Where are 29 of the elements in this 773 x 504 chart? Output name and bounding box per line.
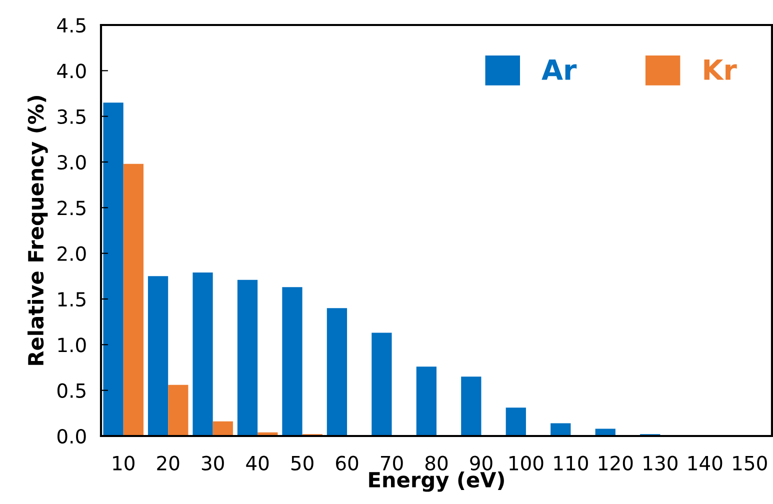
y-tick-label: 1.5: [58, 292, 86, 307]
y-tick-label: 2.0: [58, 246, 86, 261]
y-tick-label: 0.0: [57, 428, 86, 444]
legend-label: Kr: [704, 60, 737, 80]
x-tick-label: 100: [510, 456, 544, 470]
x-tick-label: 40: [246, 456, 269, 470]
x-tick-label: 60: [336, 456, 358, 470]
y-tick-label: 3.5: [58, 109, 86, 124]
x-tick-label: 120: [599, 456, 633, 470]
x-tick-label: 20: [157, 456, 180, 470]
y-tick-label: 1.0: [58, 338, 86, 352]
x-tick-label: 140: [688, 456, 722, 470]
x-tick-label: 50: [291, 456, 314, 470]
x-tick-label: 70: [380, 456, 403, 470]
y-tick-label: 3.0: [58, 154, 86, 170]
x-tick-label: 150: [733, 456, 767, 470]
y-tick-label: 2.5: [58, 200, 86, 216]
legend-label: Ar: [542, 60, 577, 80]
x-tick-label: 10: [113, 456, 134, 470]
y-tick-label: 4.0: [57, 64, 86, 78]
x-tick-label: 90: [470, 456, 492, 470]
y-tick-label: 0.5: [57, 383, 86, 398]
y-tick-label: 4.5: [57, 18, 86, 33]
x-tick-label: 80: [425, 456, 448, 470]
x-tick-label: 130: [644, 456, 678, 470]
x-axis-title: Energy (eV): [369, 471, 504, 492]
x-tick-label: 110: [554, 456, 588, 470]
x-tick-label: 30: [202, 456, 224, 470]
y-axis-title: Relative Frequency (%): [28, 96, 48, 365]
